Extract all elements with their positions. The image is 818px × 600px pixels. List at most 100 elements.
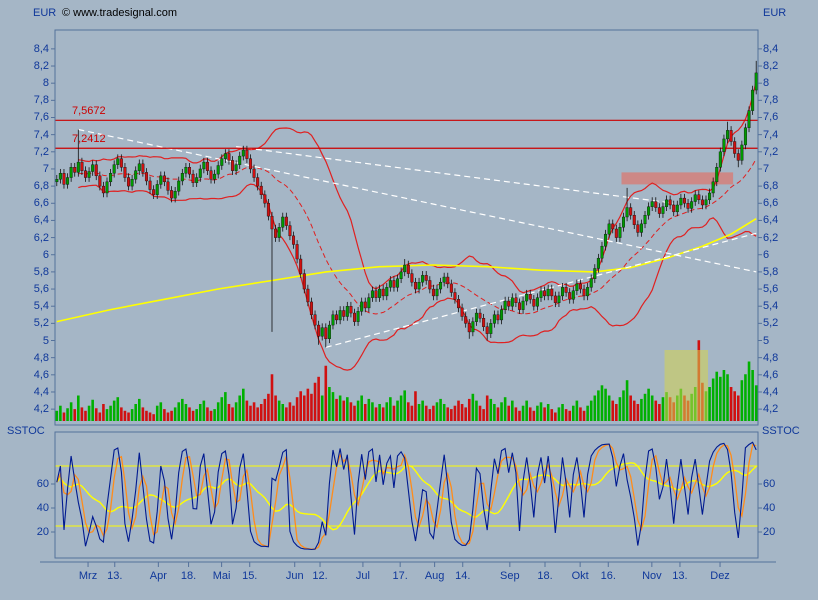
candle-body [256, 177, 260, 187]
volume-bar [116, 397, 120, 421]
volume-bar [94, 408, 98, 421]
candle-body [661, 206, 665, 214]
volume-bar [618, 397, 622, 421]
volume-bar [493, 404, 496, 421]
volume-bar [349, 402, 353, 421]
candle-body [665, 199, 669, 207]
candle-body [611, 223, 615, 230]
candle-body [112, 164, 116, 174]
volume-bar [245, 400, 249, 421]
candle-body [281, 216, 285, 228]
volume-bar [453, 405, 457, 421]
volume-bar [532, 410, 536, 421]
candle-body [213, 173, 217, 180]
horizontal-levels [55, 119, 758, 149]
candle-body [155, 184, 159, 195]
volume-bar [148, 412, 152, 421]
volume-bar [145, 410, 148, 421]
volume-bar [166, 412, 170, 421]
candle-body [539, 290, 543, 298]
volume-bar [152, 414, 155, 421]
volume-bar [137, 398, 141, 421]
volume-bar [432, 405, 435, 421]
candle-body [58, 173, 62, 180]
candle-body [105, 181, 109, 194]
volume-bar [331, 392, 335, 421]
candle-body [392, 280, 396, 288]
candle-body [485, 326, 489, 334]
candle-body [381, 288, 385, 297]
volume-bar [392, 405, 396, 421]
candle-body [173, 191, 177, 199]
candle-body [546, 288, 550, 297]
candle-body [227, 153, 231, 161]
candle-body [356, 311, 360, 322]
candle-body [650, 201, 654, 207]
resistance-zone [621, 172, 734, 185]
candle-body [733, 141, 737, 154]
volume-bar [550, 409, 554, 421]
volume-bar [177, 402, 181, 421]
candle-body [123, 167, 127, 178]
candle-body [144, 172, 148, 182]
candle-body [162, 175, 166, 183]
volume-bar [615, 404, 618, 421]
candle-body [270, 215, 274, 230]
volume-bar [313, 382, 317, 421]
candle-body [532, 299, 536, 307]
volume-bar [91, 399, 94, 421]
volume-bar [754, 385, 758, 421]
volume-bar [611, 400, 615, 421]
candle-body [66, 177, 70, 185]
volume-bar [234, 402, 238, 421]
volume-bar [346, 397, 349, 421]
candle-body [535, 297, 539, 307]
trendlines [78, 128, 757, 348]
volume-bar [209, 410, 213, 421]
volume-bar [98, 412, 102, 421]
volume-bar [363, 404, 367, 421]
volume-bar [482, 409, 485, 421]
candle-body [170, 190, 174, 199]
candle-body [302, 273, 306, 290]
candle-body [367, 297, 371, 309]
candle-body [550, 288, 554, 297]
volume-bar [424, 405, 428, 421]
volume-bar [744, 374, 747, 421]
volume-bar [500, 402, 503, 421]
candle-body [442, 276, 446, 283]
candle-body [657, 207, 661, 214]
candle-body [643, 215, 647, 225]
volume-bar [55, 410, 59, 421]
price-axis-unit-left: EUR [33, 7, 57, 19]
candle-body [747, 110, 751, 128]
candle-body [410, 273, 414, 283]
volume-bar [450, 409, 453, 421]
candle-body [582, 288, 586, 297]
bollinger-mid-line [78, 158, 757, 315]
candle-body [73, 167, 77, 173]
volume-bar [77, 395, 80, 421]
candle-body [119, 158, 123, 168]
volume-bar [736, 395, 740, 421]
volume-bar [66, 408, 69, 421]
volume-bar [632, 400, 636, 421]
volume-bar [503, 397, 507, 421]
horizontal-level-label-2: 7,2412 [72, 133, 106, 146]
volume-bar [711, 378, 715, 421]
volume-bar [489, 398, 493, 421]
volume-bar [719, 376, 722, 421]
candle-body [299, 258, 303, 274]
volume-bar [281, 404, 285, 421]
volume-bar [123, 410, 127, 421]
volume-bar [650, 395, 654, 421]
candle-body [284, 216, 288, 226]
candle-body [618, 227, 622, 238]
volume-bar [586, 405, 589, 421]
volume-bar [715, 371, 719, 421]
volume-bar [367, 398, 371, 421]
candle-body [614, 228, 618, 238]
volume-bar [582, 410, 586, 421]
volume-bar [159, 402, 163, 421]
